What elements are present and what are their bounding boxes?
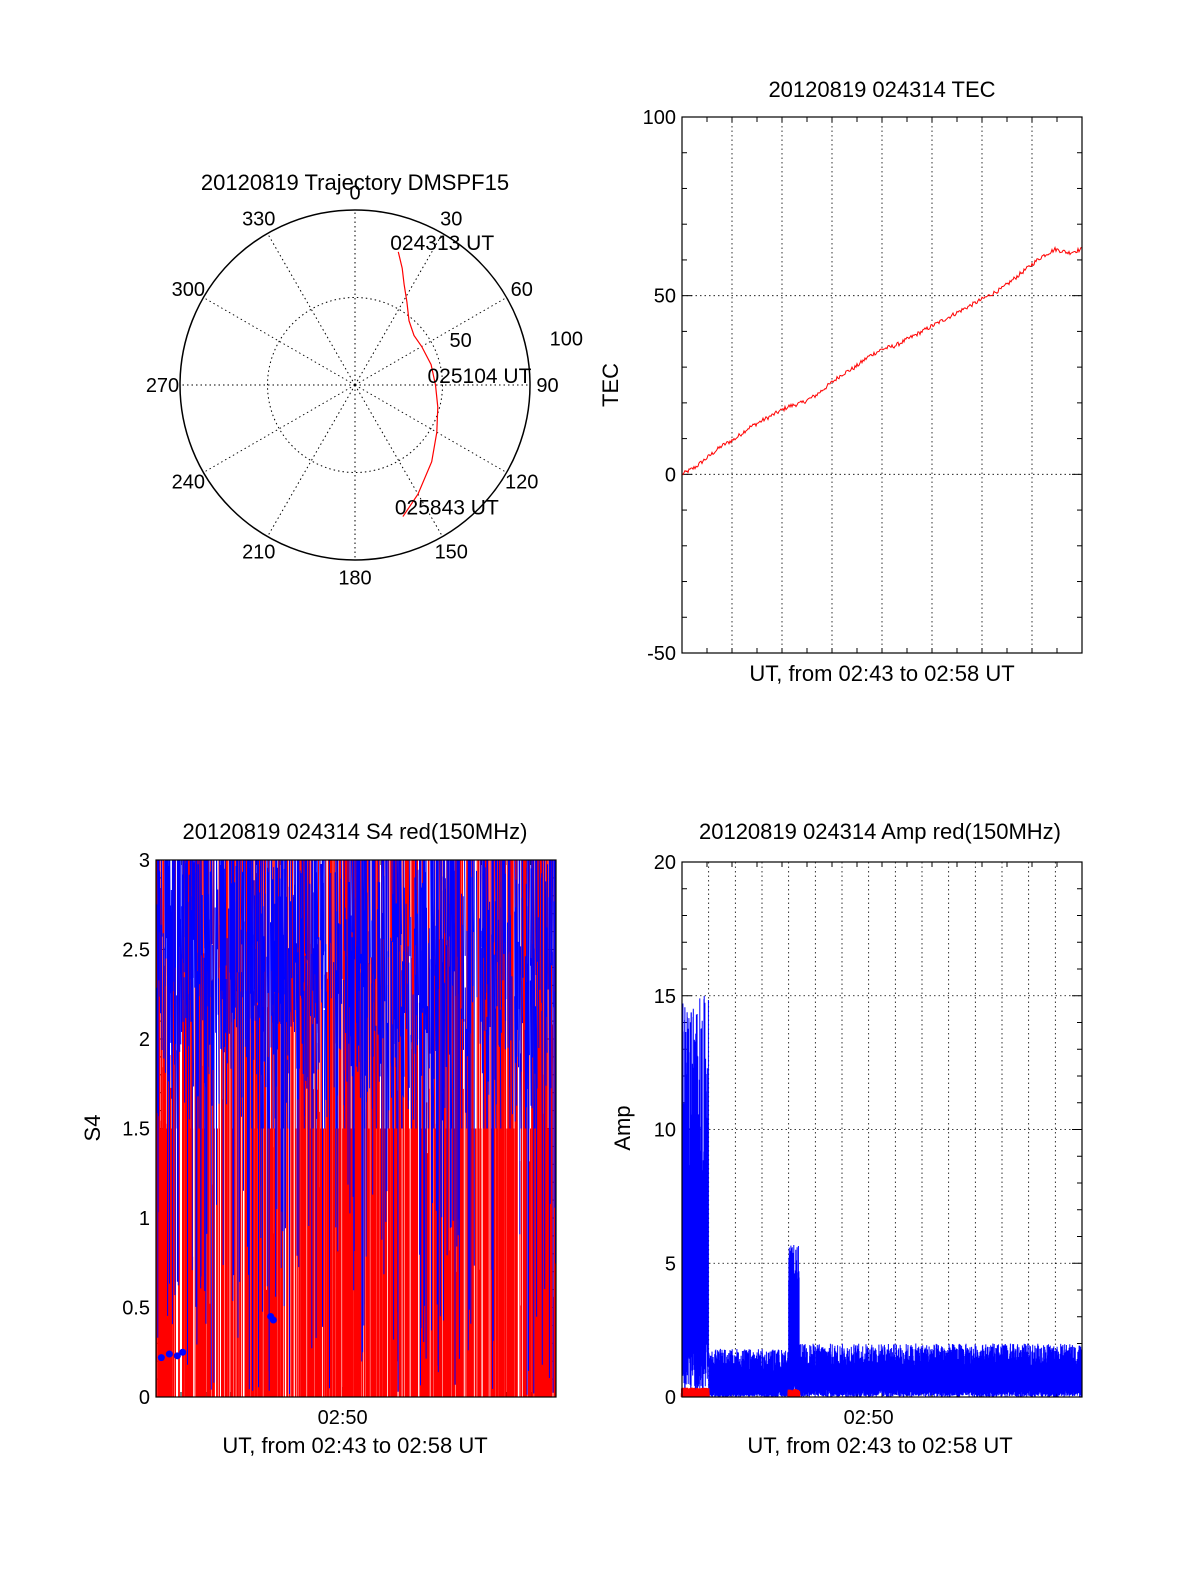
polar-inner-ring bbox=[267, 297, 443, 473]
polar-angle-label: 270 bbox=[146, 375, 179, 397]
plot-frame bbox=[681, 116, 1083, 654]
y-tick-label: 1 bbox=[139, 1208, 150, 1230]
amp-ylabel: Amp bbox=[610, 1105, 635, 1150]
y-tick-label: 0.5 bbox=[122, 1298, 150, 1320]
polar-angle-label: 330 bbox=[242, 208, 275, 230]
y-tick-label: 3 bbox=[139, 850, 150, 872]
amp-panel: 20120819 024314 Amp red(150MHz) UT, from… bbox=[610, 819, 1083, 1458]
trajectory-panel: 20120819 Trajectory DMSPF15 0 30 60 90 120 15… bbox=[146, 170, 583, 590]
plot-frame bbox=[155, 859, 557, 1398]
y-tick-label: 15 bbox=[654, 986, 676, 1008]
y-tick-label: 100 bbox=[643, 107, 676, 129]
polar-angle-label: 60 bbox=[511, 279, 533, 301]
polar-outer-ring bbox=[179, 209, 531, 561]
s4-xlabel: UT, from 02:43 to 02:58 UT bbox=[222, 1433, 487, 1458]
plot-frame bbox=[681, 861, 1083, 1398]
y-tick-label: 10 bbox=[654, 1120, 676, 1142]
s4-ylabel: S4 bbox=[80, 1115, 105, 1142]
s4-blue-series bbox=[156, 859, 556, 1395]
polar-angle-label: 300 bbox=[172, 279, 205, 301]
tec-panel: 20120819 024314 TEC UT, from 02:43 to 02… bbox=[598, 77, 1083, 686]
y-tick-label: 0 bbox=[139, 1387, 150, 1409]
polar-angle-label: 150 bbox=[435, 542, 468, 564]
trajectory-annotation: 025104 UT bbox=[428, 365, 532, 388]
polar-grid bbox=[179, 209, 531, 561]
y-tick-label: 2 bbox=[139, 1029, 150, 1051]
y-tick-label: 0 bbox=[665, 1387, 676, 1409]
s4-panel: 20120819 024314 S4 red(150MHz) UT, from … bbox=[80, 819, 557, 1458]
polar-angle-label: 180 bbox=[338, 568, 371, 590]
trajectory-annotation: 024313 UT bbox=[390, 232, 494, 255]
s4-blue-marker bbox=[269, 1316, 277, 1324]
polar-angle-label: 30 bbox=[440, 208, 462, 230]
y-tick-label: 0 bbox=[665, 464, 676, 486]
s4-blue-marker bbox=[179, 1348, 187, 1356]
trajectory-annotation: 025843 UT bbox=[395, 497, 499, 520]
amp-blue-series bbox=[681, 996, 1083, 1397]
s4-title: 20120819 024314 S4 red(150MHz) bbox=[183, 819, 528, 844]
polar-spoke bbox=[267, 384, 356, 537]
tec-plot-area: -50 0 50 100 bbox=[643, 107, 1083, 665]
amp-xlabel: UT, from 02:43 to 02:58 UT bbox=[747, 1433, 1012, 1458]
x-tick-label: 02:50 bbox=[844, 1407, 894, 1429]
trajectory-line bbox=[397, 251, 439, 517]
polar-angle-label: 120 bbox=[505, 471, 538, 493]
tec-xlabel: UT, from 02:43 to 02:58 UT bbox=[749, 661, 1014, 686]
polar-spoke bbox=[203, 384, 356, 473]
polar-angle-labels: 0 30 60 90 120 150 180 210 240 270 300 330 50 100 bbox=[146, 183, 583, 590]
y-tick-label: 1.5 bbox=[122, 1119, 150, 1141]
polar-annotations: 024313 UT 025104 UT 025843 UT bbox=[390, 232, 531, 520]
polar-radial-label: 100 bbox=[550, 329, 583, 351]
polar-radial-label: 50 bbox=[449, 330, 471, 352]
amp-title: 20120819 024314 Amp red(150MHz) bbox=[699, 819, 1061, 844]
y-tick-label: 50 bbox=[654, 286, 676, 308]
tec-series-line bbox=[681, 246, 1083, 476]
y-tick-label: 20 bbox=[654, 852, 676, 874]
polar-angle-label: 210 bbox=[242, 542, 275, 564]
x-tick-label: 02:50 bbox=[318, 1407, 368, 1429]
polar-trajectory bbox=[397, 251, 439, 517]
trajectory-title: 20120819 Trajectory DMSPF15 bbox=[201, 170, 509, 195]
s4-plot-area: 0 0.5 1 1.5 2 2.5 3 02:50 bbox=[122, 850, 557, 1429]
polar-angle-label: 0 bbox=[349, 183, 360, 205]
y-tick-label: 5 bbox=[665, 1253, 676, 1275]
s4-blue-marker bbox=[165, 1350, 173, 1358]
tec-title: 20120819 024314 TEC bbox=[768, 77, 995, 102]
y-tick-label: 2.5 bbox=[122, 940, 150, 962]
polar-angle-label: 240 bbox=[172, 471, 205, 493]
y-tick-label: -50 bbox=[647, 643, 676, 665]
polar-angle-label: 90 bbox=[536, 375, 558, 397]
tec-ylabel: TEC bbox=[598, 363, 623, 407]
s4-blue-marker bbox=[157, 1354, 165, 1362]
s4-blue-marker bbox=[173, 1352, 181, 1360]
amp-plot-area: 0 5 10 15 20 02:50 bbox=[654, 852, 1083, 1429]
